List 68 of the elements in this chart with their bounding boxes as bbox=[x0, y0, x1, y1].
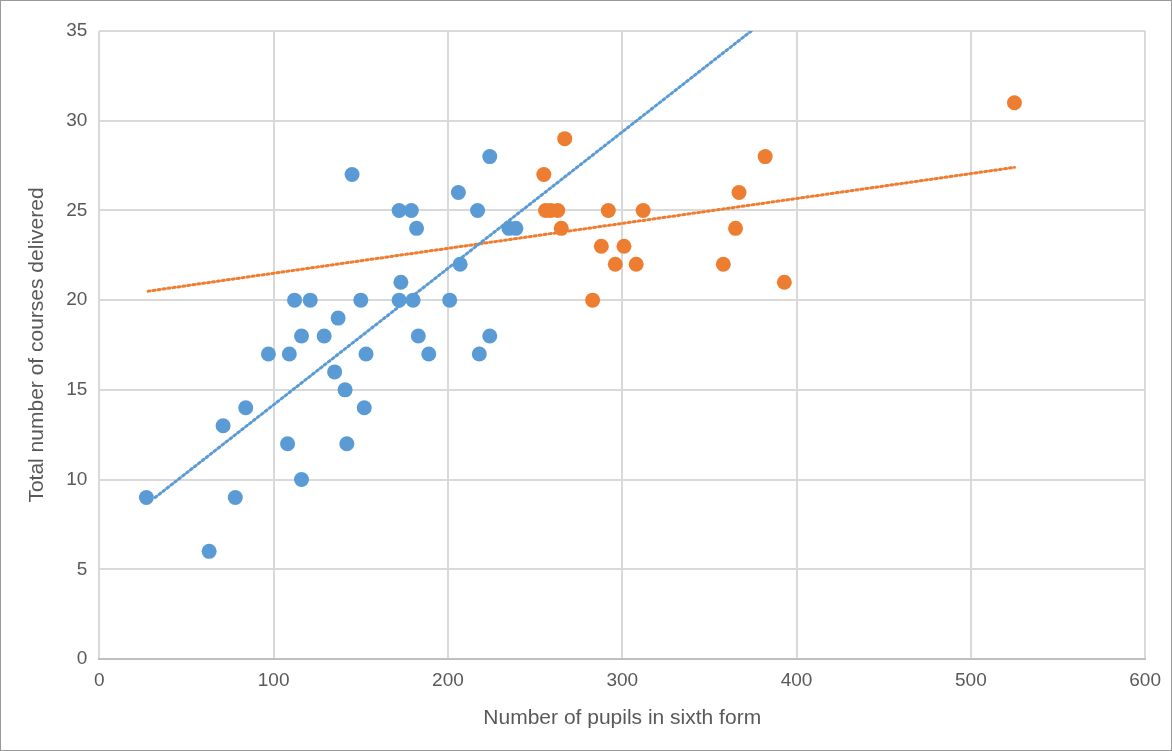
point bbox=[628, 256, 644, 272]
point bbox=[201, 543, 217, 559]
point bbox=[294, 328, 310, 344]
point bbox=[728, 220, 744, 236]
point bbox=[260, 346, 276, 362]
point bbox=[330, 310, 346, 326]
y-tick-label: 5 bbox=[76, 557, 88, 579]
x-tick-label: 0 bbox=[94, 668, 105, 690]
point bbox=[344, 167, 360, 183]
x-tick-label: 500 bbox=[955, 668, 987, 690]
point bbox=[327, 364, 343, 380]
point bbox=[470, 202, 486, 218]
point bbox=[337, 382, 353, 398]
point bbox=[715, 256, 731, 272]
x-tick-label: 100 bbox=[257, 668, 290, 690]
point bbox=[238, 400, 254, 416]
y-tick-label: 20 bbox=[66, 288, 88, 310]
point bbox=[409, 220, 425, 236]
y-tick-label: 30 bbox=[66, 108, 88, 130]
y-axis-title: Total number of courses delivered bbox=[24, 187, 48, 503]
point bbox=[536, 167, 552, 183]
point bbox=[339, 436, 355, 452]
point bbox=[731, 184, 747, 200]
point bbox=[302, 292, 318, 308]
point bbox=[353, 292, 369, 308]
point bbox=[757, 149, 773, 165]
point bbox=[616, 238, 632, 254]
point bbox=[215, 418, 231, 434]
point bbox=[280, 436, 296, 452]
point bbox=[593, 238, 609, 254]
point bbox=[607, 256, 623, 272]
x-tick-label: 600 bbox=[1129, 668, 1161, 690]
y-tick-label: 0 bbox=[76, 647, 88, 669]
x-axis-title: Number of pupils in sixth form bbox=[483, 705, 762, 729]
point bbox=[557, 131, 573, 147]
point bbox=[600, 202, 616, 218]
point bbox=[410, 328, 426, 344]
point bbox=[405, 292, 421, 308]
point bbox=[776, 274, 792, 290]
y-tick-label: 25 bbox=[66, 198, 88, 220]
point bbox=[553, 220, 569, 236]
point bbox=[585, 292, 601, 308]
x-tick-label: 200 bbox=[432, 668, 464, 690]
point bbox=[421, 346, 437, 362]
point bbox=[1006, 95, 1022, 111]
point bbox=[287, 292, 303, 308]
point bbox=[316, 328, 332, 344]
point bbox=[393, 274, 409, 290]
point bbox=[356, 400, 372, 416]
y-tick-label: 15 bbox=[66, 378, 88, 400]
point bbox=[442, 292, 458, 308]
point bbox=[358, 346, 374, 362]
point bbox=[391, 292, 407, 308]
x-tick-label: 300 bbox=[606, 668, 639, 690]
point bbox=[403, 202, 419, 218]
x-tick-label: 400 bbox=[780, 668, 813, 690]
point bbox=[450, 184, 466, 200]
y-tick-label: 10 bbox=[66, 467, 88, 489]
point bbox=[635, 202, 651, 218]
point bbox=[227, 490, 243, 506]
point bbox=[281, 346, 297, 362]
point bbox=[482, 328, 498, 344]
point bbox=[138, 490, 154, 506]
point bbox=[482, 149, 498, 165]
point bbox=[471, 346, 487, 362]
point bbox=[452, 256, 468, 272]
point bbox=[294, 472, 310, 488]
y-tick-label: 35 bbox=[66, 19, 88, 41]
